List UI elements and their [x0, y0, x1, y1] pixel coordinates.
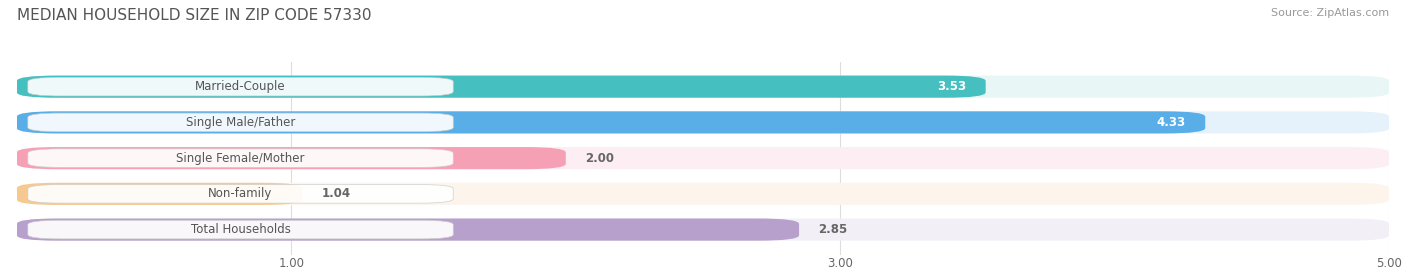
FancyBboxPatch shape [28, 113, 453, 132]
FancyBboxPatch shape [17, 147, 1389, 169]
FancyBboxPatch shape [28, 220, 453, 239]
FancyBboxPatch shape [17, 111, 1389, 133]
Text: Source: ZipAtlas.com: Source: ZipAtlas.com [1271, 8, 1389, 18]
Text: 4.33: 4.33 [1157, 116, 1187, 129]
Text: 2.00: 2.00 [585, 152, 614, 165]
FancyBboxPatch shape [28, 77, 453, 96]
FancyBboxPatch shape [17, 76, 986, 98]
FancyBboxPatch shape [17, 183, 1389, 205]
FancyBboxPatch shape [17, 218, 799, 241]
Text: Total Households: Total Households [191, 223, 291, 236]
FancyBboxPatch shape [28, 149, 453, 168]
FancyBboxPatch shape [17, 218, 1389, 241]
FancyBboxPatch shape [17, 147, 565, 169]
Text: Non-family: Non-family [208, 187, 273, 200]
Text: Single Male/Father: Single Male/Father [186, 116, 295, 129]
Text: MEDIAN HOUSEHOLD SIZE IN ZIP CODE 57330: MEDIAN HOUSEHOLD SIZE IN ZIP CODE 57330 [17, 8, 371, 23]
Text: Single Female/Mother: Single Female/Mother [176, 152, 305, 165]
Text: Married-Couple: Married-Couple [195, 80, 285, 93]
Text: 3.53: 3.53 [938, 80, 966, 93]
Text: 2.85: 2.85 [818, 223, 848, 236]
FancyBboxPatch shape [17, 183, 302, 205]
FancyBboxPatch shape [28, 185, 453, 203]
Text: 1.04: 1.04 [322, 187, 350, 200]
FancyBboxPatch shape [17, 76, 1389, 98]
FancyBboxPatch shape [17, 111, 1205, 133]
